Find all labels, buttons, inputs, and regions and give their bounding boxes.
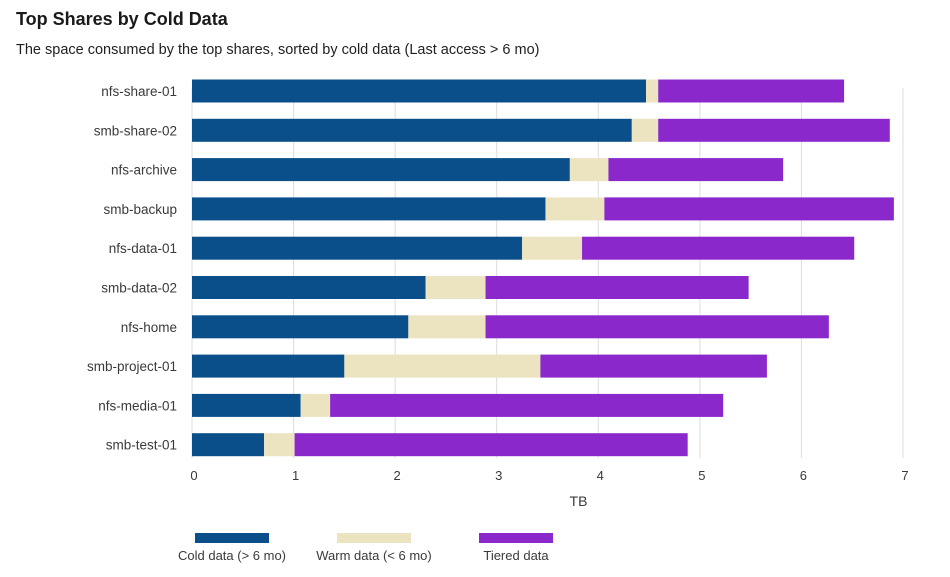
bar-segment [192, 433, 265, 457]
category-label: smb-data-02 [101, 281, 177, 296]
bar-segment [192, 118, 632, 142]
bar-segment [344, 354, 541, 378]
legend: Cold data (> 6 mo) Warm data (< 6 mo) Tier… [178, 533, 553, 563]
category-label: nfs-data-01 [109, 241, 177, 256]
category-label: smb-test-01 [106, 438, 177, 453]
bar-segment [540, 354, 767, 378]
bar-segment [485, 315, 829, 339]
category-label: nfs-home [121, 320, 177, 335]
bar-segment [330, 393, 724, 417]
bar-segment [294, 433, 688, 457]
bar-segment [192, 236, 523, 260]
category-label: nfs-share-01 [101, 84, 177, 99]
chart-subtitle: The space consumed by the top shares, so… [16, 42, 540, 58]
x-tick-labels: 0 1 2 3 4 5 6 7 [190, 468, 908, 483]
bar-segment [604, 197, 894, 221]
category-label: smb-project-01 [87, 359, 177, 374]
legend-label: Warm data (< 6 mo) [316, 548, 431, 563]
bar-segment [192, 79, 647, 103]
chart-title: Top Shares by Cold Data [16, 9, 228, 29]
bar-segment [485, 276, 749, 299]
bar-segment [192, 393, 301, 417]
bar-segment [192, 197, 546, 221]
x-tick-label: 7 [901, 468, 908, 483]
bar-segment [192, 354, 345, 378]
bar-segment [646, 79, 659, 103]
bar-segment [545, 197, 605, 221]
legend-swatch [195, 533, 269, 543]
bar-segment [582, 236, 855, 260]
bar-segment [569, 158, 609, 182]
x-tick-label: 0 [190, 468, 197, 483]
bar-segment [425, 276, 486, 299]
legend-swatch [337, 533, 411, 543]
bar-segment [264, 433, 295, 457]
category-label: smb-share-02 [94, 123, 177, 138]
x-tick-label: 6 [800, 468, 807, 483]
bar-segment [522, 236, 583, 260]
category-label: smb-backup [103, 202, 177, 217]
x-tick-label: 4 [597, 468, 604, 483]
x-axis-title: TB [570, 493, 588, 509]
x-tick-label: 3 [495, 468, 502, 483]
legend-swatch [479, 533, 553, 543]
bar-segment [300, 393, 331, 417]
bar-segment [658, 79, 845, 103]
legend-label: Cold data (> 6 mo) [178, 548, 286, 563]
category-label: nfs-media-01 [98, 398, 177, 413]
bar-segment [192, 158, 570, 182]
category-label: nfs-archive [111, 163, 177, 178]
x-tick-label: 5 [698, 468, 705, 483]
bars-layer [192, 79, 894, 457]
x-tick-label: 2 [394, 468, 401, 483]
bar-segment [192, 276, 426, 299]
bar-segment [408, 315, 486, 339]
bar-segment [192, 315, 409, 339]
bar-segment [658, 118, 890, 142]
bar-segment [608, 158, 784, 182]
category-labels: nfs-share-01 smb-share-02 nfs-archive smb-b… [87, 84, 177, 453]
legend-label: Tiered data [483, 548, 549, 563]
bar-segment [631, 118, 659, 142]
x-tick-label: 1 [292, 468, 299, 483]
